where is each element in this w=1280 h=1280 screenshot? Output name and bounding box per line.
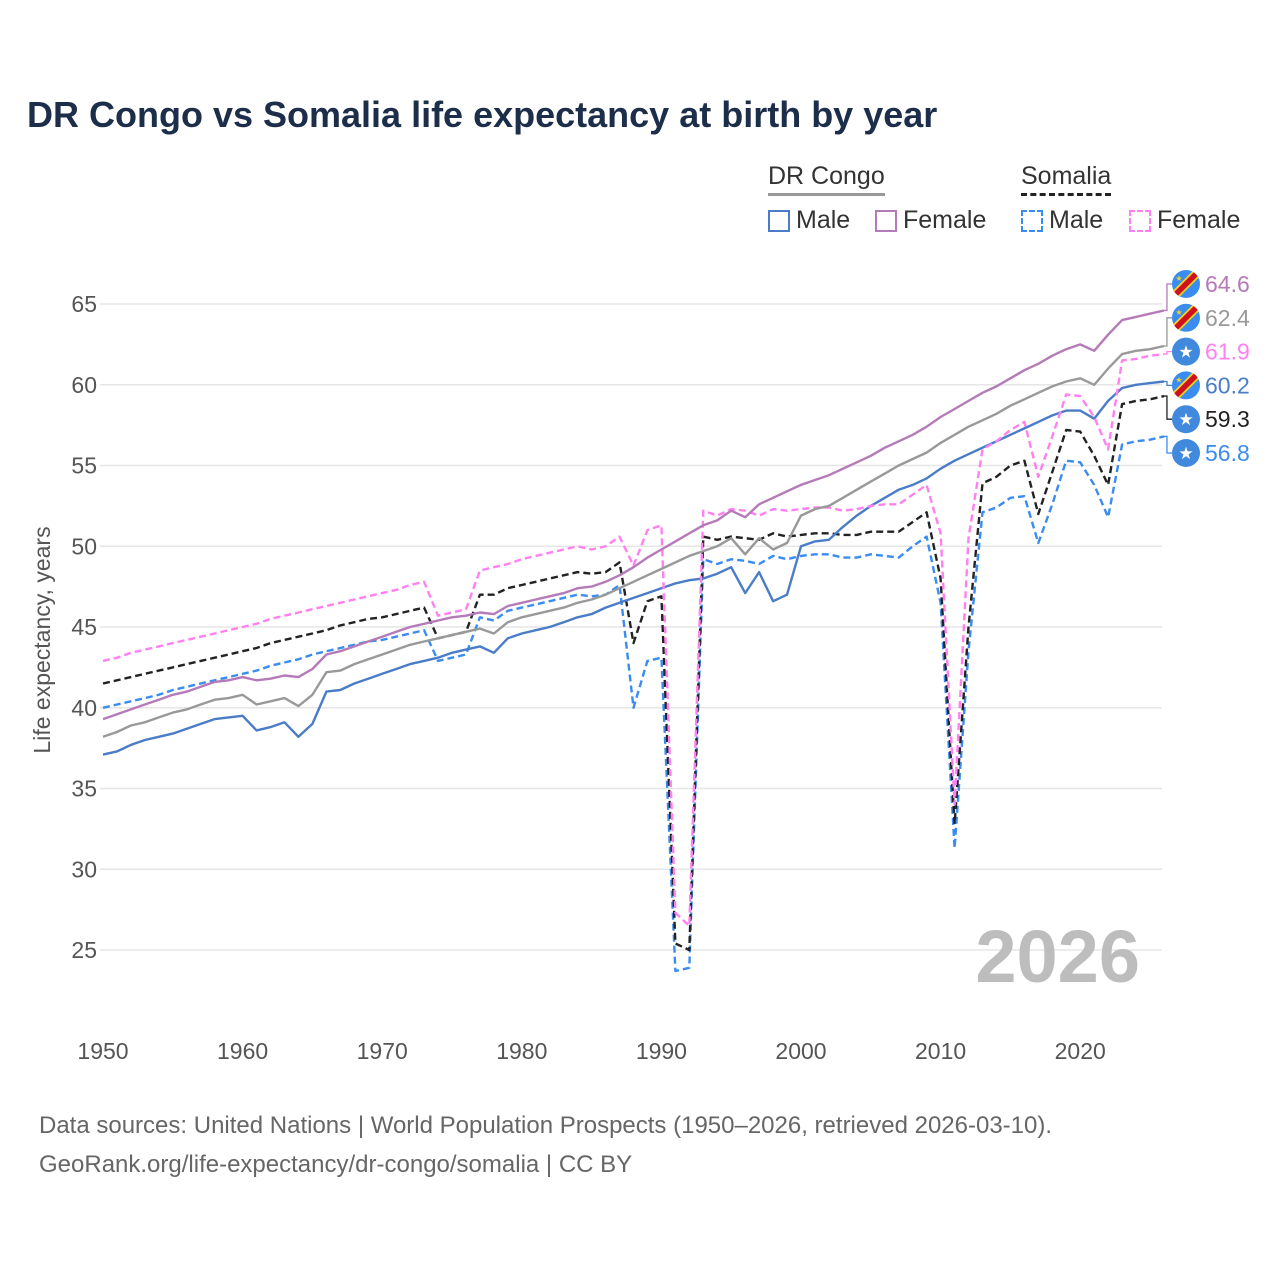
y-tick-label: 55 [71, 453, 97, 479]
series-line-dr-congo-female [102, 309, 1165, 721]
y-tick-label: 60 [71, 372, 97, 398]
legend-label: Female [1157, 206, 1241, 234]
end-label-dr-congo-male: ★ 60.2 [1163, 371, 1250, 400]
source-line-2[interactable]: GeoRank.org/life-expectancy/dr-congo/som… [39, 1151, 633, 1178]
label-connector [1163, 435, 1172, 454]
source-note: Data sources: United Nations | World Pop… [39, 1106, 1052, 1184]
y-tick-label: 40 [71, 695, 97, 721]
legend-label: Female [903, 206, 987, 234]
y-tick-label: 35 [71, 776, 97, 802]
series-line-somalia-female [102, 352, 1165, 927]
label-connector [1163, 283, 1172, 312]
legend-group-label: DR Congo [768, 162, 885, 196]
y-tick-label: 25 [71, 937, 97, 963]
series-line-somalia-male [102, 435, 1165, 973]
x-tick-label: 2000 [775, 1038, 826, 1064]
dr-congo-flag-icon: ★ [1172, 371, 1200, 400]
svg-text:★: ★ [1175, 274, 1182, 283]
end-label-somalia-female: ★ 61.9 [1163, 337, 1250, 366]
chart-title: DR Congo vs Somalia life expectancy at b… [27, 94, 938, 135]
x-tick-label: 2010 [915, 1038, 966, 1064]
legend-item-dr-congo-male[interactable]: Male [768, 206, 850, 235]
source-line-1: Data sources: United Nations | World Pop… [39, 1112, 1053, 1139]
legend-group-label: Somalia [1021, 162, 1112, 196]
label-connector [1163, 317, 1172, 347]
x-axis-ticks: 1950 1960 1970 1980 1990 2000 2010 2020 [77, 1038, 1105, 1064]
end-labels: ★ 64.6 ★ 62.4 ★ 61.9 ★ 60.2 ★ 59.3 ★ 56.8 [1163, 270, 1250, 467]
y-axis-label: Life expectancy, years [29, 526, 55, 753]
legend-group-dr-congo: DR Congo [768, 162, 885, 196]
svg-text:★: ★ [1178, 444, 1193, 463]
y-tick-label: 30 [71, 856, 97, 882]
legend-swatch [1021, 209, 1043, 232]
svg-text:★: ★ [1175, 375, 1182, 384]
line-chart: 25 30 35 40 45 50 55 60 65 1950 1960 1970 1980 1990 2… [29, 270, 1250, 1064]
legend-swatch [768, 209, 790, 232]
y-tick-label: 45 [71, 614, 97, 640]
label-connector [1163, 380, 1172, 387]
svg-text:★: ★ [1178, 410, 1193, 429]
legend-group-somalia: Somalia [1021, 162, 1112, 196]
y-axis-ticks: 25 30 35 40 45 50 55 60 65 [71, 291, 97, 963]
dr-congo-flag-icon: ★ [1172, 270, 1200, 298]
y-tick-label: 65 [71, 291, 97, 317]
end-label-somalia-male: ★ 56.8 [1163, 435, 1250, 467]
legend-label: Male [796, 206, 851, 234]
somalia-flag-icon: ★ [1172, 337, 1200, 366]
end-value-label: 60.2 [1205, 372, 1250, 398]
end-value-label: 56.8 [1205, 440, 1250, 466]
svg-text:★: ★ [1178, 343, 1193, 362]
x-tick-label: 1960 [217, 1038, 268, 1064]
year-watermark: 2026 [975, 915, 1140, 998]
x-tick-label: 2020 [1055, 1038, 1106, 1064]
gridlines [100, 303, 1162, 951]
series-line-dr-congo [102, 344, 1165, 738]
legend-label: Male [1049, 206, 1104, 234]
series-line-somalia [102, 394, 1165, 952]
label-connector [1163, 395, 1172, 420]
somalia-flag-icon: ★ [1172, 439, 1200, 467]
x-tick-label: 1980 [496, 1038, 547, 1064]
end-value-label: 59.3 [1205, 406, 1250, 432]
dr-congo-flag-icon: ★ [1172, 303, 1200, 332]
legend-swatch [1129, 209, 1151, 232]
label-connector [1163, 350, 1172, 355]
legend-swatch [875, 209, 897, 232]
legend-item-somalia-male[interactable]: Male [1021, 206, 1103, 235]
series-lines [102, 309, 1165, 973]
end-value-label: 62.4 [1205, 305, 1250, 331]
x-tick-label: 1990 [636, 1038, 687, 1064]
legend-item-dr-congo-female[interactable]: Female [875, 206, 986, 235]
x-tick-label: 1970 [357, 1038, 408, 1064]
legend-item-somalia-female[interactable]: Female [1129, 206, 1240, 235]
svg-text:★: ★ [1175, 308, 1182, 317]
x-tick-label: 1950 [77, 1038, 128, 1064]
y-tick-label: 50 [71, 533, 97, 559]
end-label-somalia: ★ 59.3 [1163, 395, 1250, 434]
end-value-label: 61.9 [1205, 339, 1250, 365]
end-value-label: 64.6 [1205, 271, 1250, 297]
somalia-flag-icon: ★ [1172, 405, 1200, 434]
